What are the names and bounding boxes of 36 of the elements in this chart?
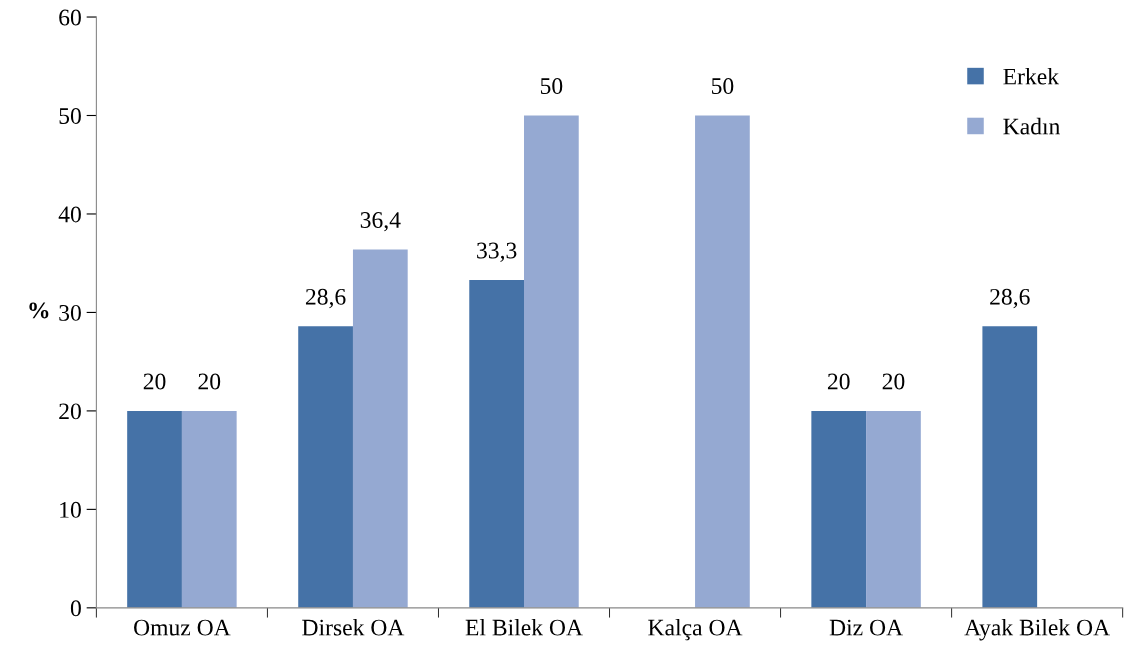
bar <box>127 410 182 608</box>
y-tick-label: 0 <box>70 600 81 617</box>
data-label: 20 <box>827 373 850 390</box>
x-tick-label: Omuz OA <box>134 619 231 636</box>
x-tick-label: El Bilek OA <box>465 618 583 636</box>
data-label: 20 <box>143 373 166 390</box>
bar <box>181 410 237 608</box>
bar <box>811 410 867 608</box>
x-tick-label: Diz OA <box>829 619 903 636</box>
y-tick-label: 20 <box>59 403 81 420</box>
x-tick-label: Kalça OA <box>648 618 743 641</box>
y-tick-label: 30 <box>59 304 81 321</box>
data-label: 50 <box>711 78 734 95</box>
data-label: 36,4 <box>360 212 401 232</box>
bar <box>695 115 750 608</box>
legend-label: Erkek <box>1003 67 1060 85</box>
y-tick-label: 10 <box>60 501 81 518</box>
x-tick-label: Ayak Bilek OA <box>964 618 1110 641</box>
bar <box>298 326 353 608</box>
data-label: 28,6 <box>990 288 1030 309</box>
bar <box>352 249 408 608</box>
bar <box>469 279 524 608</box>
x-tick-label: Dirsek OA <box>302 618 405 636</box>
data-label: 20 <box>882 373 905 390</box>
data-label: 20 <box>198 373 221 390</box>
data-label: 28,6 <box>305 288 346 309</box>
bar <box>982 326 1038 608</box>
y-tick-label: 60 <box>59 9 81 26</box>
y-tick-label: 40 <box>58 206 81 223</box>
bar <box>524 115 579 608</box>
legend-label: Kadın <box>1003 117 1060 135</box>
y-tick-label: 50 <box>59 107 81 124</box>
data-label: 33,3 <box>477 242 517 262</box>
y-axis-title: % <box>29 302 49 319</box>
bar <box>866 410 921 608</box>
data-label: 50 <box>540 78 563 95</box>
